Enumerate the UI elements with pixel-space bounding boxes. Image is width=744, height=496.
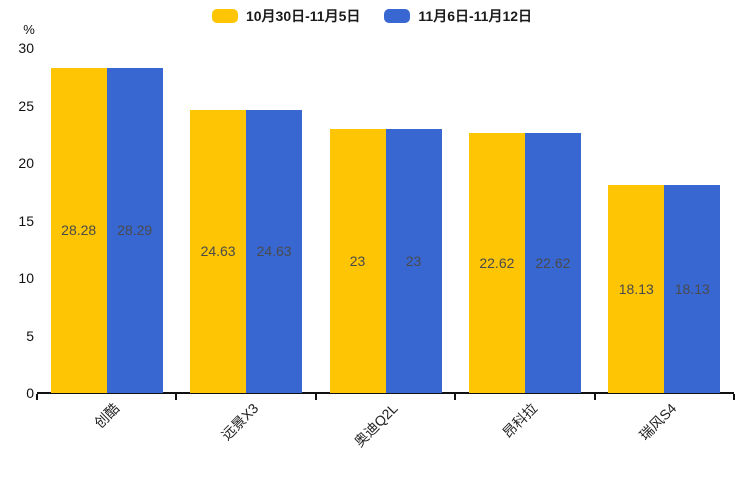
y-axis-unit-label: % xyxy=(23,22,35,37)
bar-series-0 xyxy=(468,132,525,393)
y-tick-label: 25 xyxy=(18,97,34,114)
x-axis-tick-mark xyxy=(314,394,317,400)
bar-series-0 xyxy=(608,184,665,393)
x-axis-tick-mark xyxy=(36,394,38,400)
bar-series-1 xyxy=(246,109,303,393)
x-axis-line xyxy=(37,392,734,394)
bar-value-label: 28.29 xyxy=(117,222,153,239)
legend-label: 10月30日-11月5日 xyxy=(245,8,361,24)
x-axis-tick-mark xyxy=(733,394,735,400)
legend-item[interactable]: 10月30日-11月5日 xyxy=(211,6,361,26)
bar-series-0 xyxy=(329,128,386,393)
legend-swatch-icon xyxy=(211,9,238,23)
x-category-label: 创酷 xyxy=(90,400,123,432)
y-tick-label: 0 xyxy=(26,385,34,401)
x-axis-tick-mark xyxy=(454,394,457,400)
bar-value-label: 24.63 xyxy=(256,243,292,260)
x-category-label: 奥迪Q2L xyxy=(350,400,401,450)
bar-series-1 xyxy=(106,67,163,393)
y-tick-label: 5 xyxy=(26,327,34,344)
bar-series-1 xyxy=(524,132,581,393)
legend-swatch-icon xyxy=(384,9,411,23)
y-tick-label: 10 xyxy=(18,270,34,286)
bar-value-label: 28.28 xyxy=(61,222,97,239)
chart-legend: 10月30日-11月5日 11月6日-11月12日 xyxy=(0,6,744,26)
y-tick-label: 20 xyxy=(18,155,34,171)
y-tick-label: 15 xyxy=(18,212,34,229)
bar-series-0 xyxy=(50,67,107,393)
bar-value-label: 18.13 xyxy=(618,280,654,297)
legend-label: 11月6日-11月12日 xyxy=(418,8,533,24)
bar-series-0 xyxy=(190,109,247,393)
legend-item[interactable]: 11月6日-11月12日 xyxy=(384,6,532,26)
bar-series-1 xyxy=(664,184,721,393)
x-category-label: 瑞风S4 xyxy=(636,400,680,444)
x-category-label: 远景X3 xyxy=(218,400,262,444)
bar-value-label: 23 xyxy=(405,252,422,269)
bar-value-label: 22.62 xyxy=(535,254,571,271)
bar-value-label: 18.13 xyxy=(674,280,710,297)
bar-value-label: 23 xyxy=(349,252,366,269)
y-tick-label: 30 xyxy=(18,40,34,56)
bar-value-label: 22.62 xyxy=(479,254,515,271)
bar-value-label: 24.63 xyxy=(200,243,236,260)
x-category-label: 昂科拉 xyxy=(499,400,541,442)
x-axis-tick-mark xyxy=(175,394,178,400)
bar-series-1 xyxy=(385,128,442,393)
x-axis-tick-mark xyxy=(593,394,596,400)
